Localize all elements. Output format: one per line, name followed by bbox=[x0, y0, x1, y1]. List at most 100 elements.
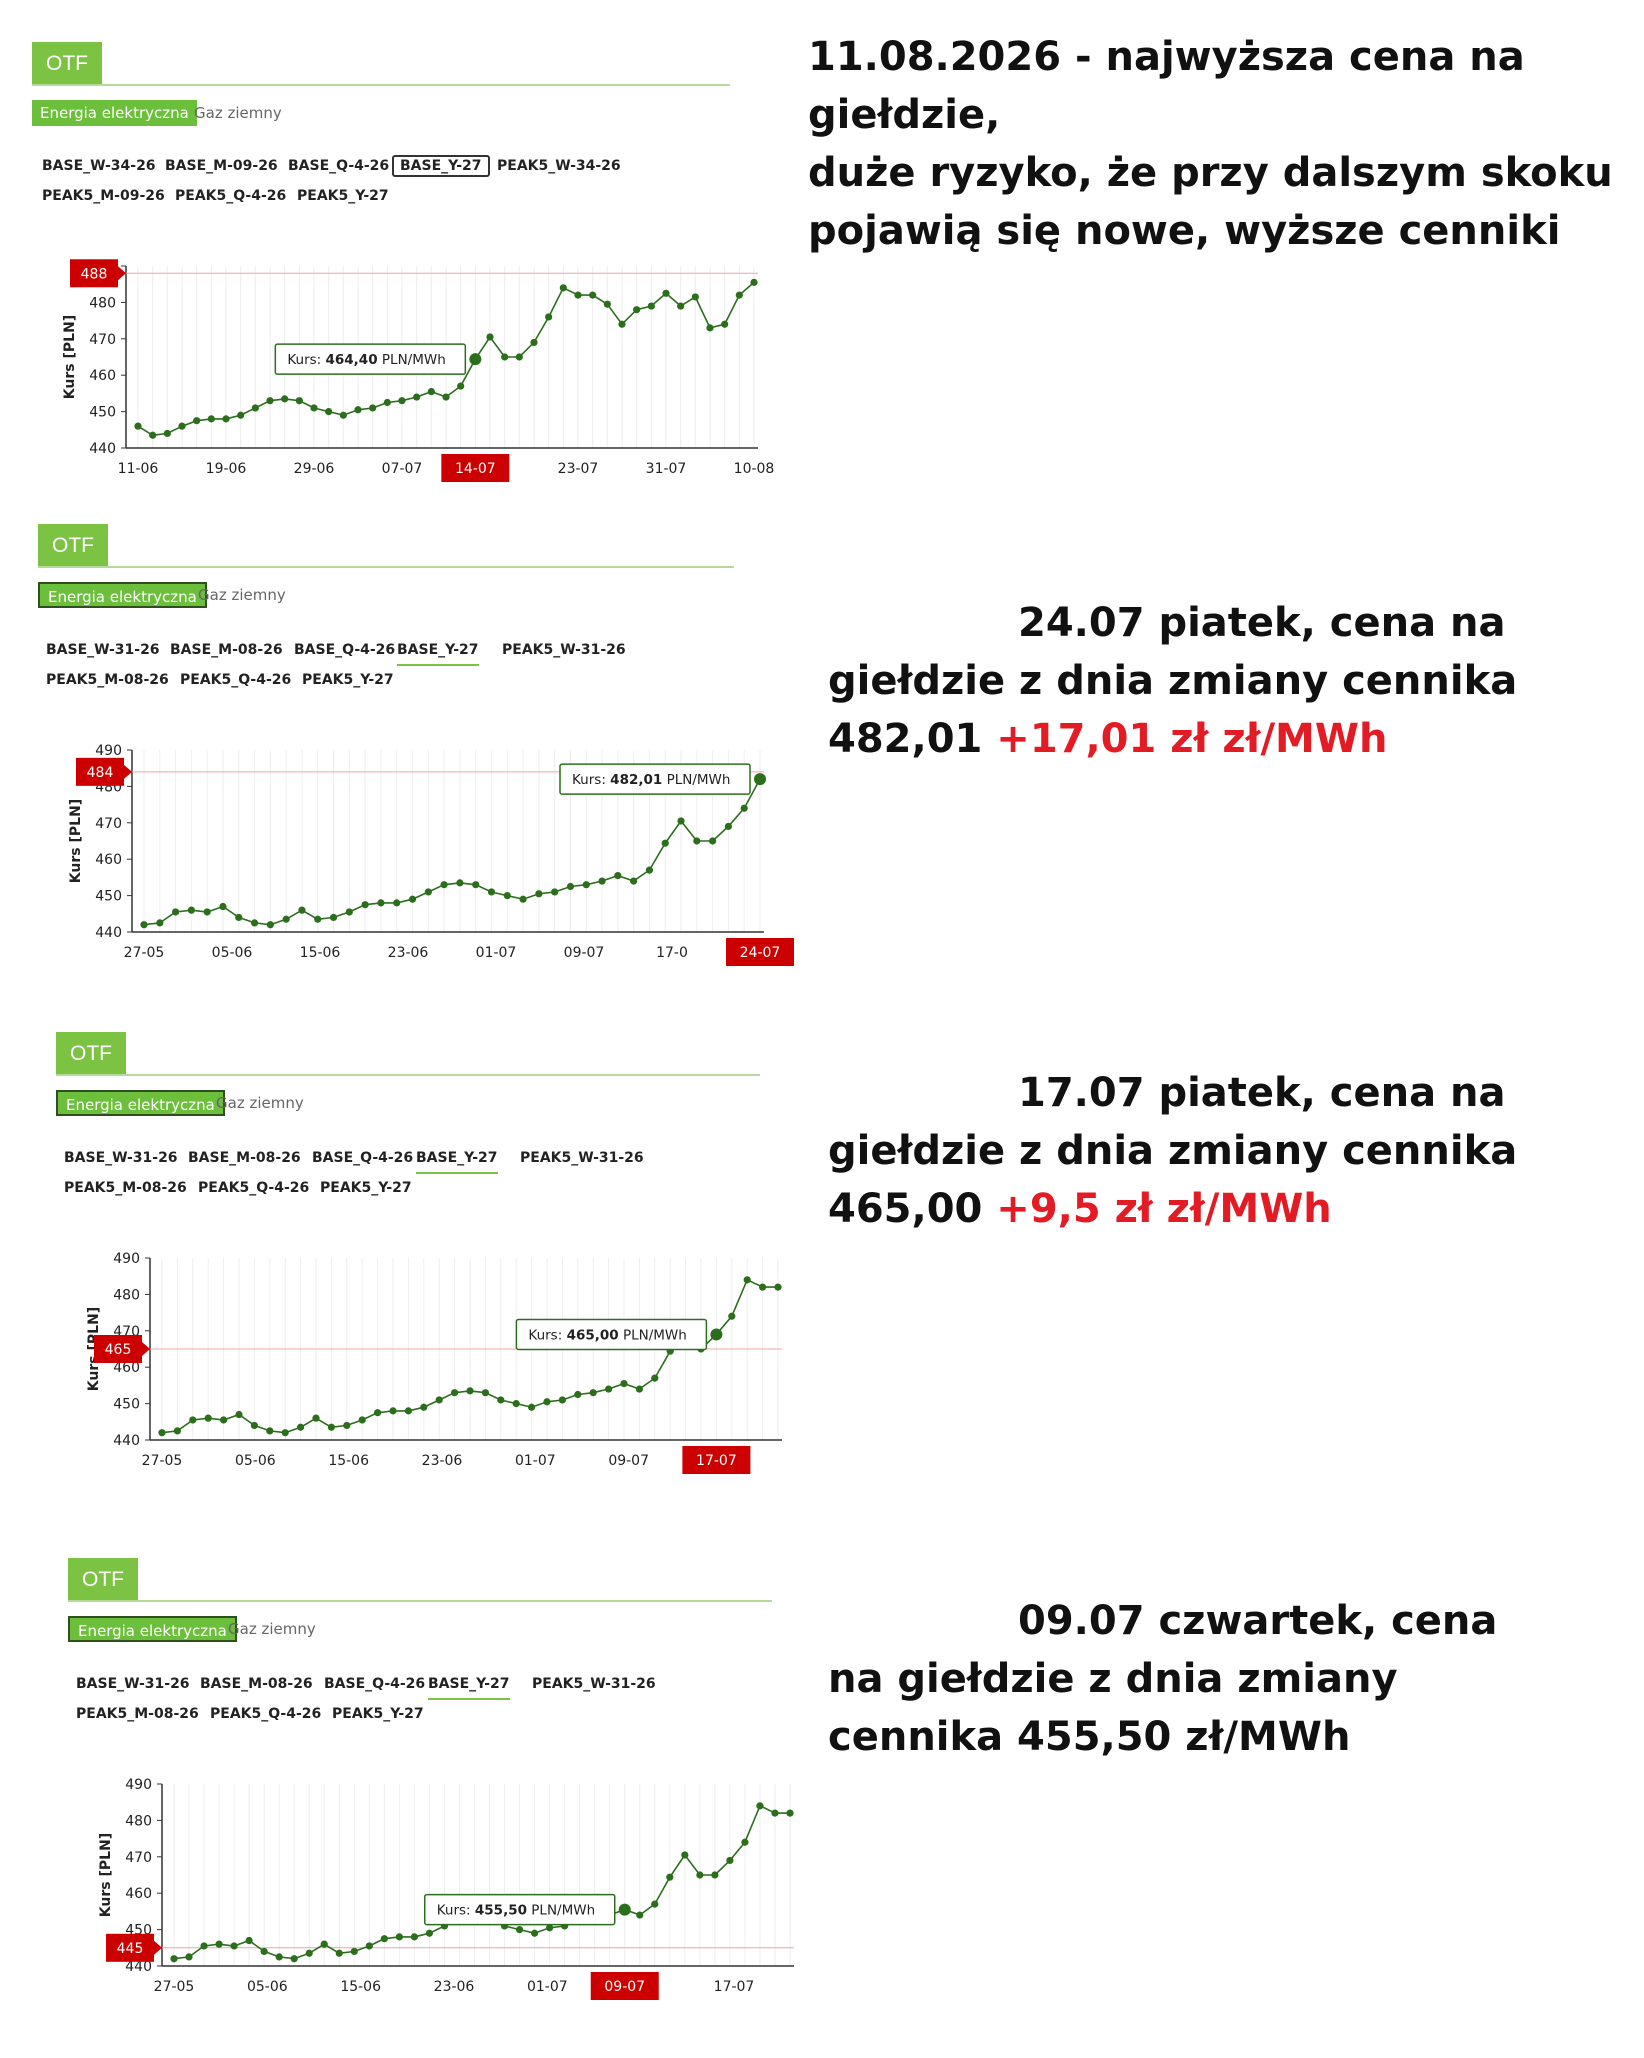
data-point bbox=[235, 1410, 243, 1419]
note-3-value: 465,00 bbox=[828, 1186, 983, 1232]
contract-peak5-y[interactable]: PEAK5_Y-27 bbox=[297, 188, 389, 204]
contract-base-q[interactable]: BASE_Q-4-26 bbox=[324, 1676, 426, 1692]
contract-base-w[interactable]: BASE_W-31-26 bbox=[46, 642, 160, 658]
y-tick-label: 450 bbox=[89, 405, 116, 421]
contract-peak5-m[interactable]: PEAK5_M-08-26 bbox=[46, 672, 169, 688]
x-tick-label: 09-07 bbox=[564, 945, 605, 961]
otf-tab[interactable]: OTF bbox=[32, 42, 102, 86]
otf-divider bbox=[68, 1600, 772, 1602]
note-1-line-1: 11.08.2026 - najwyższa cena na giełdzie, bbox=[808, 34, 1525, 138]
contract-base-q[interactable]: BASE_Q-4-26 bbox=[312, 1150, 414, 1166]
data-point bbox=[677, 817, 685, 825]
contract-base-y[interactable]: BASE_Y-27 bbox=[392, 155, 490, 177]
y-tick-label: 460 bbox=[113, 1360, 140, 1376]
contract-base-w[interactable]: BASE_W-31-26 bbox=[64, 1150, 178, 1166]
tab-gaz-ziemny[interactable]: Gaz ziemny bbox=[194, 104, 282, 122]
data-point bbox=[598, 877, 606, 885]
data-point bbox=[377, 899, 385, 907]
contract-peak5-w[interactable]: PEAK5_W-31-26 bbox=[520, 1150, 644, 1166]
contract-base-m[interactable]: BASE_M-09-26 bbox=[165, 158, 278, 174]
contract-peak5-q[interactable]: PEAK5_Q-4-26 bbox=[210, 1706, 322, 1722]
x-tick-label: 01-07 bbox=[527, 1979, 568, 1995]
x-tick-label: 15-06 bbox=[340, 1979, 381, 1995]
tab-energia-elektryczna[interactable]: Energia elektryczna bbox=[32, 100, 197, 126]
data-point bbox=[410, 1933, 418, 1941]
contract-peak5-q[interactable]: PEAK5_Q-4-26 bbox=[175, 188, 287, 204]
data-point bbox=[193, 417, 201, 425]
data-point bbox=[528, 1403, 536, 1411]
x-tick-label: 27-05 bbox=[142, 1453, 183, 1469]
contract-peak5-y[interactable]: PEAK5_Y-27 bbox=[302, 672, 394, 688]
contract-peak5-w[interactable]: PEAK5_W-34-26 bbox=[497, 158, 621, 174]
contract-base-q[interactable]: BASE_Q-4-26 bbox=[294, 642, 396, 658]
data-point bbox=[630, 877, 638, 885]
tab-energia-elektryczna[interactable]: Energia elektryczna bbox=[56, 1090, 225, 1116]
contract-peak5-w[interactable]: PEAK5_W-31-26 bbox=[502, 642, 626, 658]
note-2: 24.07 piatek, cena na giełdzie z dnia zm… bbox=[828, 594, 1517, 768]
otf-tab[interactable]: OTF bbox=[56, 1032, 126, 1076]
contract-base-y[interactable]: BASE_Y-27 bbox=[397, 642, 479, 666]
data-point bbox=[546, 1924, 554, 1932]
y-axis-label: Kurs [PLN] bbox=[98, 1833, 114, 1917]
contract-base-y[interactable]: BASE_Y-27 bbox=[416, 1150, 498, 1174]
x-tick-label: 23-06 bbox=[388, 945, 429, 961]
data-point bbox=[706, 324, 714, 332]
contract-peak5-m[interactable]: PEAK5_M-08-26 bbox=[76, 1706, 199, 1722]
contract-base-m[interactable]: BASE_M-08-26 bbox=[170, 642, 283, 658]
contract-base-w[interactable]: BASE_W-31-26 bbox=[76, 1676, 190, 1692]
data-point bbox=[305, 1949, 313, 1957]
tooltip-prefix: Kurs: bbox=[528, 1327, 566, 1343]
tab-energia-elektryczna[interactable]: Energia elektryczna bbox=[68, 1616, 237, 1642]
tab-gaz-ziemny[interactable]: Gaz ziemny bbox=[198, 586, 286, 604]
note-1-line-3: pojawią się nowe, wyższe cenniki bbox=[808, 208, 1561, 254]
otf-divider bbox=[56, 1074, 760, 1076]
highlighted-point bbox=[754, 773, 766, 786]
data-point bbox=[497, 1396, 505, 1404]
data-point bbox=[235, 913, 243, 922]
x-marker-badge bbox=[682, 1446, 751, 1474]
data-point bbox=[156, 919, 164, 927]
contract-peak5-w[interactable]: PEAK5_W-31-26 bbox=[532, 1676, 656, 1692]
contract-peak5-q[interactable]: PEAK5_Q-4-26 bbox=[180, 672, 292, 688]
contract-base-w[interactable]: BASE_W-34-26 bbox=[42, 158, 156, 174]
contract-base-q[interactable]: BASE_Q-4-26 bbox=[288, 158, 390, 174]
contract-peak5-q[interactable]: PEAK5_Q-4-26 bbox=[198, 1180, 310, 1196]
data-point bbox=[618, 320, 626, 328]
note-3-line-3: 465,00 +9,5 zł zł/MWh bbox=[828, 1180, 1517, 1238]
price-tooltip bbox=[274, 343, 467, 375]
tab-gaz-ziemny[interactable]: Gaz ziemny bbox=[216, 1094, 304, 1112]
data-point bbox=[456, 879, 464, 887]
x-marker-label: 14-07 bbox=[455, 461, 496, 477]
contract-base-m[interactable]: BASE_M-08-26 bbox=[188, 1150, 301, 1166]
data-point bbox=[589, 291, 597, 299]
x-tick-label: 01-07 bbox=[515, 1453, 556, 1469]
contract-peak5-m[interactable]: PEAK5_M-08-26 bbox=[64, 1180, 187, 1196]
y-marker-label: 488 bbox=[81, 266, 108, 282]
data-point bbox=[230, 1942, 238, 1950]
data-point bbox=[343, 1421, 351, 1430]
price-series-line bbox=[143, 778, 761, 926]
tab-energia-elektryczna[interactable]: Energia elektryczna bbox=[38, 582, 207, 608]
tab-gaz-ziemny[interactable]: Gaz ziemny bbox=[228, 1620, 316, 1638]
data-point bbox=[173, 1427, 181, 1435]
otf-tab[interactable]: OTF bbox=[38, 524, 108, 568]
contract-base-m[interactable]: BASE_M-08-26 bbox=[200, 1676, 313, 1692]
data-point bbox=[312, 1414, 320, 1422]
contract-base-y[interactable]: BASE_Y-27 bbox=[428, 1676, 510, 1700]
contract-peak5-y[interactable]: PEAK5_Y-27 bbox=[332, 1706, 424, 1722]
otf-divider bbox=[38, 566, 734, 568]
data-point bbox=[442, 393, 450, 401]
otf-panel-4: OTF Energia elektryczna Gaz ziemny BASE_… bbox=[0, 1558, 800, 2058]
contract-peak5-y[interactable]: PEAK5_Y-27 bbox=[320, 1180, 412, 1196]
data-point bbox=[427, 387, 435, 396]
data-point bbox=[297, 1423, 305, 1431]
data-point bbox=[350, 1947, 358, 1956]
otf-tab[interactable]: OTF bbox=[68, 1558, 138, 1602]
y-tick-label: 440 bbox=[113, 1433, 140, 1449]
contract-peak5-m[interactable]: PEAK5_M-09-26 bbox=[42, 188, 165, 204]
data-point bbox=[335, 1949, 343, 1957]
x-tick-label: 15-06 bbox=[300, 945, 341, 961]
data-point bbox=[185, 1953, 193, 1961]
data-point bbox=[358, 1416, 366, 1424]
